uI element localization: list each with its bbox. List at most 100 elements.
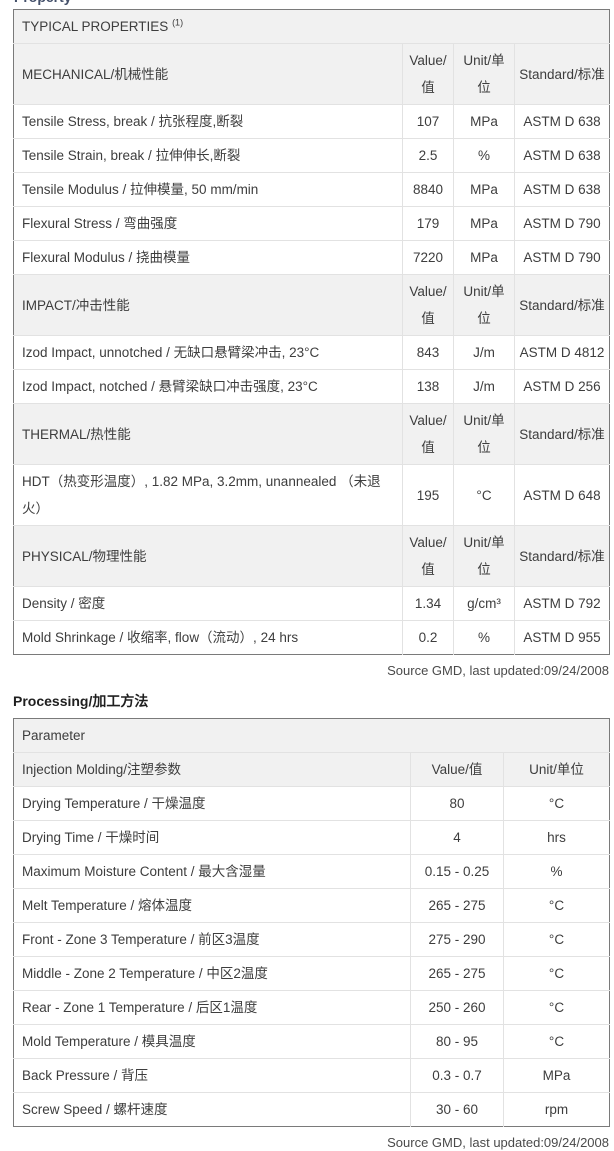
table-row: Flexural Stress / 弯曲强度 179 MPa ASTM D 79… — [13, 206, 610, 241]
table-row: Mold Shrinkage / 收缩率, flow（流动）, 24 hrs 0… — [13, 620, 610, 655]
property-unit: MPa — [453, 172, 515, 207]
parameter-value: 250 - 260 — [410, 990, 504, 1025]
parameter-value: 80 — [410, 786, 504, 821]
parameter-value: 0.15 - 0.25 — [410, 854, 504, 889]
parameter-name: Maximum Moisture Content / 最大含湿量 — [13, 854, 411, 889]
parameter-unit: °C — [502, 990, 610, 1025]
property-name: Tensile Stress, break / 抗张程度,断裂 — [13, 104, 403, 139]
table-title: TYPICAL PROPERTIES (1) — [13, 9, 610, 44]
section-header-mechanical: MECHANICAL/机械性能 Value/值 Unit/单位 Standard… — [13, 43, 610, 105]
column-header-value: Value/值 — [410, 752, 504, 787]
parameter-header: Parameter — [13, 718, 610, 753]
column-header-standard: Standard/标准 — [514, 525, 610, 587]
property-value: 2.5 — [402, 138, 454, 173]
column-header-value: Value/值 — [402, 274, 454, 336]
property-unit: MPa — [453, 206, 515, 241]
parameter-unit: °C — [502, 1024, 610, 1059]
property-name: Flexural Modulus / 挠曲模量 — [13, 240, 403, 275]
source-note: Source GMD, last updated:09/24/2008 — [387, 663, 609, 678]
table-row: Flexural Modulus / 挠曲模量 7220 MPa ASTM D … — [13, 240, 610, 275]
property-name: HDT（热变形温度）, 1.82 MPa, 3.2mm, unannealed … — [13, 464, 403, 526]
parameter-name: Drying Temperature / 干燥温度 — [13, 786, 411, 821]
property-name: Density / 密度 — [13, 586, 403, 621]
property-value: 8840 — [402, 172, 454, 207]
processing-heading: Processing/加工方法 — [13, 693, 149, 709]
property-standard: ASTM D 4812 — [514, 335, 610, 370]
property-value: 195 — [402, 464, 454, 526]
property-standard: ASTM D 648 — [514, 464, 610, 526]
section-label: IMPACT/冲击性能 — [13, 274, 403, 336]
property-unit: g/cm³ — [453, 586, 515, 621]
column-header-value: Value/值 — [402, 43, 454, 105]
table-title-row: TYPICAL PROPERTIES (1) — [13, 9, 610, 44]
property-standard: ASTM D 792 — [514, 586, 610, 621]
property-value: 1.34 — [402, 586, 454, 621]
property-name: Tensile Strain, break / 拉伸伸长,断裂 — [13, 138, 403, 173]
parameter-value: 80 - 95 — [410, 1024, 504, 1059]
column-header-standard: Standard/标准 — [514, 274, 610, 336]
table-row: Tensile Modulus / 拉伸模量, 50 mm/min 8840 M… — [13, 172, 610, 207]
parameter-unit: °C — [502, 956, 610, 991]
property-unit: % — [453, 138, 515, 173]
property-standard: ASTM D 638 — [514, 138, 610, 173]
table-row: Mold Temperature / 模具温度 80 - 95 °C — [13, 1024, 610, 1059]
column-header-standard: Standard/标准 — [514, 403, 610, 465]
property-standard: ASTM D 790 — [514, 206, 610, 241]
property-unit: J/m — [453, 369, 515, 404]
datasheet-page: TYPICAL PROPERTIES (1) MECHANICAL/机械性能 V… — [13, 9, 611, 1151]
property-standard: ASTM D 256 — [514, 369, 610, 404]
property-name: Mold Shrinkage / 收缩率, flow（流动）, 24 hrs — [13, 620, 403, 655]
parameter-name: Middle - Zone 2 Temperature / 中区2温度 — [13, 956, 411, 991]
property-name: Tensile Modulus / 拉伸模量, 50 mm/min — [13, 172, 403, 207]
table-row: Middle - Zone 2 Temperature / 中区2温度 265 … — [13, 956, 610, 991]
column-header-unit: Unit/单位 — [453, 43, 515, 105]
table-row: Melt Temperature / 熔体温度 265 - 275 °C — [13, 888, 610, 923]
property-name: Izod Impact, notched / 悬臂梁缺口冲击强度, 23°C — [13, 369, 403, 404]
property-name: Izod Impact, unnotched / 无缺口悬臂梁冲击, 23°C — [13, 335, 403, 370]
table-row: Screw Speed / 螺杆速度 30 - 60 rpm — [13, 1092, 610, 1127]
parameter-unit: hrs — [502, 820, 610, 855]
table-title-text: TYPICAL PROPERTIES — [22, 19, 169, 34]
parameter-name: Drying Time / 干燥时间 — [13, 820, 411, 855]
column-header-unit: Unit/单位 — [453, 525, 515, 587]
column-header-standard: Standard/标准 — [514, 43, 610, 105]
table-row: Rear - Zone 1 Temperature / 后区1温度 250 - … — [13, 990, 610, 1025]
section-header-physical: PHYSICAL/物理性能 Value/值 Unit/单位 Standard/标… — [13, 525, 610, 587]
parameter-header-row: Parameter — [13, 718, 610, 753]
parameter-name: Screw Speed / 螺杆速度 — [13, 1092, 411, 1127]
parameter-value: 265 - 275 — [410, 956, 504, 991]
parameter-unit: % — [502, 854, 610, 889]
parameter-name: Front - Zone 3 Temperature / 前区3温度 — [13, 922, 411, 957]
clipped-heading-fragment: Property — [0, 0, 614, 9]
section-label: Injection Molding/注塑参数 — [13, 752, 411, 787]
parameter-unit: °C — [502, 922, 610, 957]
property-standard: ASTM D 790 — [514, 240, 610, 275]
column-header-value: Value/值 — [402, 403, 454, 465]
table-row: Drying Temperature / 干燥温度 80 °C — [13, 786, 610, 821]
parameter-name: Melt Temperature / 熔体温度 — [13, 888, 411, 923]
parameter-name: Back Pressure / 背压 — [13, 1058, 411, 1093]
column-header-unit: Unit/单位 — [453, 403, 515, 465]
section-label: THERMAL/热性能 — [13, 403, 403, 465]
property-value: 179 — [402, 206, 454, 241]
processing-table: Parameter Injection Molding/注塑参数 Value/值… — [13, 718, 611, 1127]
source-note: Source GMD, last updated:09/24/2008 — [387, 1135, 609, 1150]
table-row: Back Pressure / 背压 0.3 - 0.7 MPa — [13, 1058, 610, 1093]
column-header-unit: Unit/单位 — [453, 274, 515, 336]
section-header-thermal: THERMAL/热性能 Value/值 Unit/单位 Standard/标准 — [13, 403, 610, 465]
section-header-injection-molding: Injection Molding/注塑参数 Value/值 Unit/单位 — [13, 752, 610, 787]
typical-properties-table: TYPICAL PROPERTIES (1) MECHANICAL/机械性能 V… — [13, 9, 610, 655]
table-title-footnote: (1) — [172, 17, 184, 28]
parameter-unit: rpm — [502, 1092, 610, 1127]
property-standard: ASTM D 638 — [514, 104, 610, 139]
property-standard: ASTM D 955 — [514, 620, 610, 655]
property-name: Flexural Stress / 弯曲强度 — [13, 206, 403, 241]
table-row: Izod Impact, notched / 悬臂梁缺口冲击强度, 23°C 1… — [13, 369, 610, 404]
property-unit: °C — [453, 464, 515, 526]
property-value: 7220 — [402, 240, 454, 275]
parameter-name: Mold Temperature / 模具温度 — [13, 1024, 411, 1059]
parameter-value: 265 - 275 — [410, 888, 504, 923]
section-label: MECHANICAL/机械性能 — [13, 43, 403, 105]
property-value: 107 — [402, 104, 454, 139]
property-value: 0.2 — [402, 620, 454, 655]
